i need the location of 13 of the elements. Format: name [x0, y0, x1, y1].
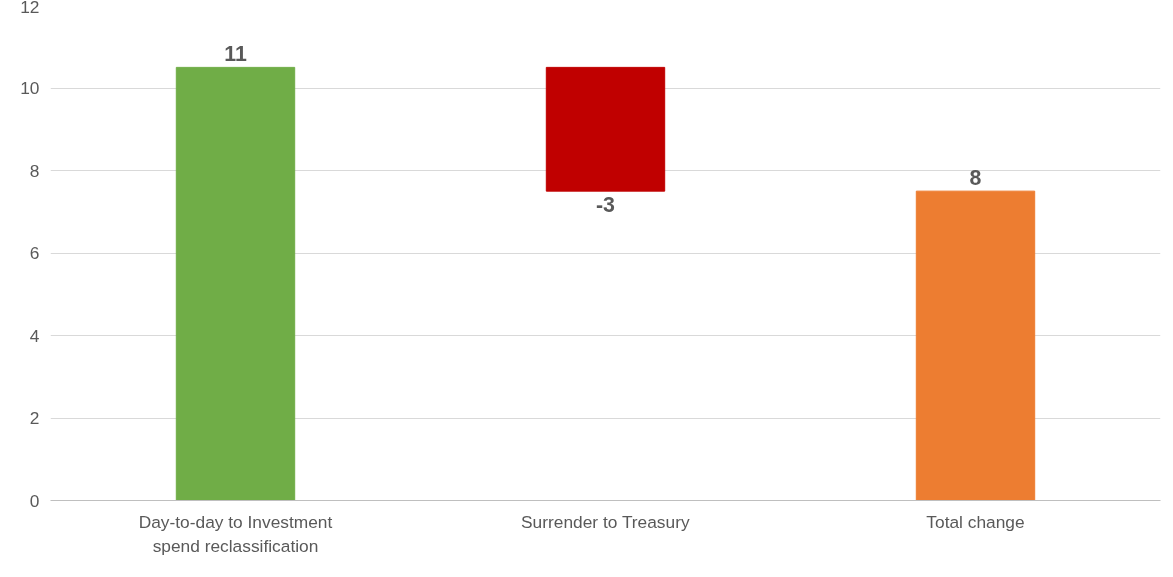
y-tick-label: 6: [29, 243, 40, 263]
x-tick-label: Day-to-day to Investment spend reclassification: [138, 511, 333, 556]
x-tick-label: Surrender to Treasury: [521, 511, 690, 532]
data-label: 8: [969, 165, 982, 190]
y-tick-label: 2: [29, 408, 40, 428]
x-tick-label: Total change: [926, 511, 1025, 532]
y-tick-label: 12: [20, 0, 40, 17]
data-label: 11: [224, 42, 247, 67]
y-tick-label: 8: [29, 160, 40, 181]
y-tick-label: 4: [29, 325, 40, 346]
data-label: -3: [596, 193, 616, 218]
y-tick-label: 10: [20, 78, 40, 98]
y-tick-label: 0: [29, 490, 40, 511]
